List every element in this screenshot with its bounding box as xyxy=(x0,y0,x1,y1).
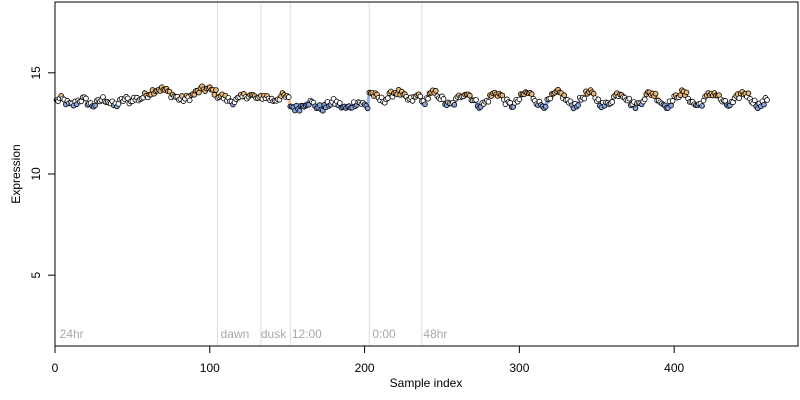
data-point xyxy=(296,107,303,114)
data-point xyxy=(440,96,447,102)
phase-label: 24hr xyxy=(60,327,84,341)
data-point xyxy=(528,91,535,97)
data-point xyxy=(745,90,752,97)
data-point xyxy=(92,102,99,109)
x-tick-label: 0 xyxy=(52,361,59,375)
data-point xyxy=(668,102,674,109)
data-point xyxy=(432,87,439,94)
data-point xyxy=(83,95,89,102)
data-point xyxy=(641,96,648,103)
data-point xyxy=(417,93,424,100)
data-point xyxy=(473,97,479,103)
data-point xyxy=(422,101,428,108)
data-point xyxy=(561,92,568,99)
data-point xyxy=(626,95,633,102)
y-tick-label: 10 xyxy=(29,167,43,181)
data-point xyxy=(451,101,458,108)
data-point xyxy=(764,97,770,103)
data-points xyxy=(53,83,770,114)
data-point xyxy=(186,97,193,104)
data-point xyxy=(736,95,742,101)
x-tick-label: 100 xyxy=(200,361,220,375)
phase-label: dawn xyxy=(221,327,250,341)
x-axis-label: Sample index xyxy=(390,376,463,390)
data-point xyxy=(467,92,473,99)
data-point xyxy=(632,105,639,112)
phase-labels: 24hr dawn dusk 12:00 0:00 48hr xyxy=(60,327,448,341)
data-point xyxy=(547,95,554,102)
data-point xyxy=(542,103,549,110)
data-point xyxy=(683,89,690,96)
phase-label: 0:00 xyxy=(372,327,396,341)
data-point xyxy=(337,100,343,106)
x-tick-label: 200 xyxy=(355,361,375,375)
y-axis: 5 10 15 xyxy=(29,66,56,279)
phase-dividers xyxy=(217,2,423,346)
data-point xyxy=(761,101,767,108)
plot-frame xyxy=(54,1,799,347)
phase-label: 48hr xyxy=(423,327,447,341)
data-point xyxy=(652,90,659,97)
data-point xyxy=(595,96,602,103)
data-point xyxy=(516,96,523,103)
phase-label: 12:00 xyxy=(292,327,322,341)
data-point xyxy=(285,94,292,100)
data-point xyxy=(609,99,616,105)
y-tick-label: 15 xyxy=(29,66,43,80)
y-axis-label: Expression xyxy=(9,144,23,203)
data-point xyxy=(485,98,492,105)
data-point xyxy=(319,107,326,114)
x-axis: 0 100 200 300 400 xyxy=(52,345,684,375)
x-tick-label: 400 xyxy=(664,361,684,375)
data-point xyxy=(425,95,431,102)
data-point xyxy=(364,105,371,112)
data-point xyxy=(581,95,588,102)
data-point xyxy=(213,87,219,93)
data-point xyxy=(669,98,676,104)
data-point xyxy=(699,103,705,109)
data-point xyxy=(751,97,758,104)
data-point xyxy=(575,102,581,108)
x-tick-label: 300 xyxy=(509,361,529,375)
y-tick-label: 5 xyxy=(29,272,43,279)
phase-label: dusk xyxy=(261,327,287,341)
data-point xyxy=(385,95,391,101)
